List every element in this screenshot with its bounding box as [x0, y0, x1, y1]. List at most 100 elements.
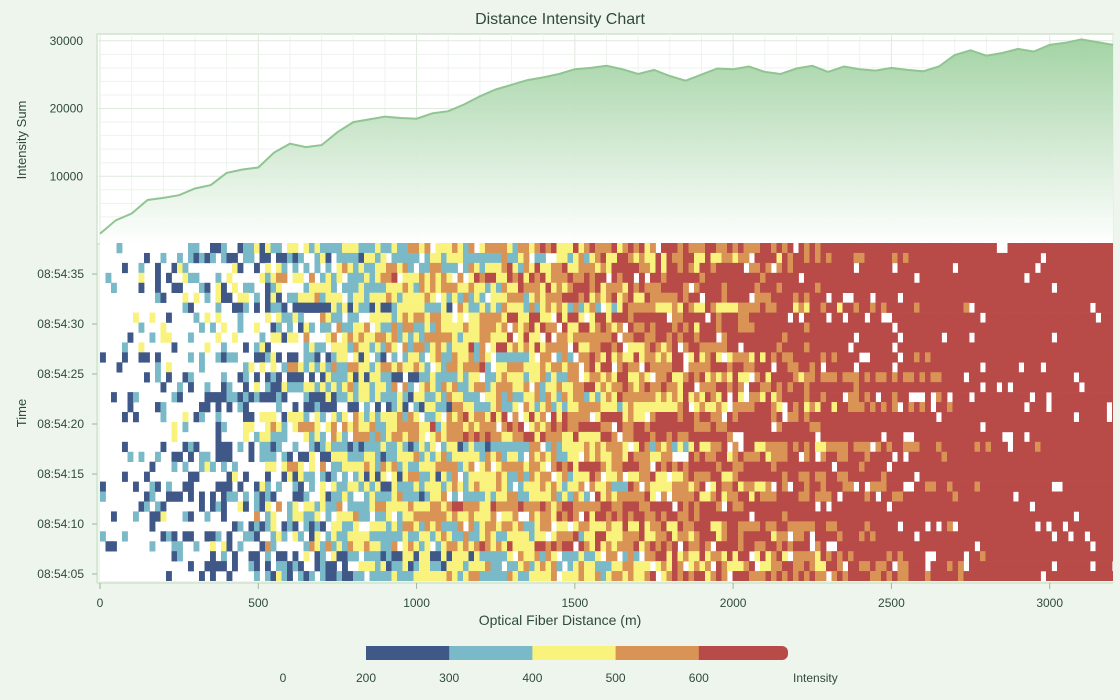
heatmap-cell [716, 521, 722, 532]
heatmap-cell [408, 382, 414, 393]
heatmap-cell [985, 441, 992, 453]
heatmap-cell [452, 282, 458, 294]
heatmap-cell [1101, 511, 1107, 522]
heatmap-cell [831, 302, 838, 313]
heatmap-cell [468, 412, 475, 423]
heatmap-cell [512, 491, 519, 502]
heatmap-cell [408, 471, 414, 482]
heatmap-cell [573, 243, 579, 254]
heatmap-cell [903, 531, 909, 542]
heatmap-cell [710, 471, 717, 482]
heatmap-cell [919, 362, 926, 373]
heatmap-cell [881, 243, 887, 254]
heatmap-cell [639, 441, 645, 453]
heatmap-cell [243, 292, 249, 303]
heatmap-cell [578, 352, 585, 363]
heatmap-cell [809, 282, 816, 294]
heatmap-cell [881, 252, 887, 264]
heatmap-cell [859, 402, 865, 413]
heatmap-cell [309, 441, 315, 453]
heatmap-cell [650, 521, 656, 532]
heatmap-cell [265, 491, 271, 502]
heatmap-cell [677, 471, 684, 482]
heatmap-cell [1046, 471, 1052, 482]
heatmap-cell [919, 262, 926, 274]
heatmap-cell [628, 302, 634, 313]
heatmap-cell [848, 272, 854, 284]
heatmap-cell [265, 431, 271, 443]
heatmap-cell [721, 481, 728, 492]
heatmap-cell [721, 302, 728, 313]
heatmap-cell [683, 531, 689, 542]
heatmap-cell [617, 541, 623, 552]
heatmap-cell [677, 511, 684, 522]
heatmap-cell [507, 491, 513, 502]
heatmap-cell [545, 312, 552, 323]
heatmap-cell [639, 412, 645, 423]
heatmap-cell [254, 521, 260, 532]
heatmap-cell [182, 531, 189, 542]
heatmap-cell [633, 392, 640, 403]
heatmap-cell [314, 551, 321, 562]
heatmap-cell [501, 551, 508, 562]
heatmap-cell [226, 491, 233, 502]
heatmap-cell [1029, 461, 1036, 472]
heatmap-cell [463, 372, 469, 383]
heatmap-cell [853, 302, 860, 313]
heatmap-cell [485, 421, 491, 433]
heatmap-cell [947, 342, 953, 353]
heatmap-cell [391, 372, 398, 383]
heatmap-cell [776, 471, 783, 482]
heatmap-cell [991, 551, 997, 562]
heatmap-cell [314, 412, 321, 423]
heatmap-cell [600, 322, 607, 333]
heatmap-cell [446, 312, 453, 323]
heatmap-cell [221, 551, 227, 562]
heatmap-cell [1095, 501, 1102, 512]
heatmap-cell [848, 421, 854, 433]
heatmap-cell [831, 252, 838, 264]
heatmap-cell [842, 332, 849, 343]
heatmap-cell [672, 362, 678, 373]
heatmap-cell [452, 461, 458, 472]
heatmap-cell [1073, 332, 1080, 343]
heatmap-cell [474, 342, 480, 353]
heatmap-cell [551, 243, 557, 254]
heatmap-cell [694, 451, 700, 463]
heatmap-cell [925, 243, 931, 254]
heatmap-cell [424, 382, 431, 393]
heatmap-cell [281, 332, 288, 343]
heatmap-cell [501, 402, 508, 413]
heatmap-cell [694, 292, 700, 303]
heatmap-cell [809, 521, 816, 532]
heatmap-cell [1046, 362, 1052, 373]
heatmap-cell [435, 362, 442, 373]
heatmap-cell [518, 252, 524, 264]
heatmap-cell [743, 312, 750, 323]
heatmap-cell [837, 282, 843, 294]
heatmap-cell [391, 471, 398, 482]
heatmap-cell [1112, 501, 1113, 512]
heatmap-cell [397, 461, 403, 472]
heatmap-cell [336, 372, 343, 383]
heatmap-cell [870, 372, 876, 383]
heatmap-cell [666, 272, 673, 284]
heatmap-cell [556, 471, 563, 482]
heatmap-cell [897, 342, 904, 353]
heatmap-cell [837, 431, 843, 443]
heatmap-cell [479, 262, 486, 274]
heatmap-cell [320, 392, 326, 403]
heatmap-cell [413, 451, 420, 463]
heatmap-cell [677, 531, 684, 542]
heatmap-cell [782, 421, 788, 433]
heatmap-cell [897, 262, 904, 274]
heatmap-cell [193, 243, 200, 254]
heatmap-cell [710, 352, 717, 363]
heatmap-cell [331, 332, 337, 343]
heatmap-cell [782, 243, 788, 254]
heatmap-cell [947, 282, 953, 294]
heatmap-cell [127, 392, 134, 403]
heatmap-cell [397, 441, 403, 453]
heatmap-cell [809, 292, 816, 303]
heatmap-cell [1079, 511, 1085, 522]
